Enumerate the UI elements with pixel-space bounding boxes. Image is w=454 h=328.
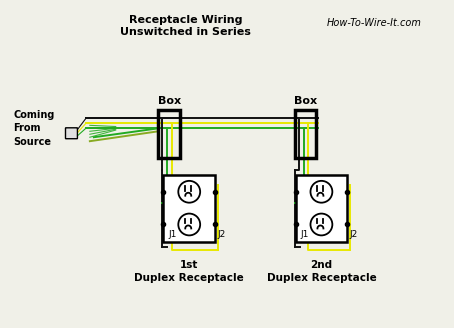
Bar [295, 111, 316, 158]
FancyBboxPatch shape [65, 128, 78, 139]
Circle shape [178, 181, 200, 203]
Text: Receptacle Wiring: Receptacle Wiring [128, 15, 242, 25]
Circle shape [311, 181, 332, 203]
Text: Coming
From
Source: Coming From Source [13, 110, 54, 147]
Text: 1st
Duplex Receptacle: 1st Duplex Receptacle [134, 260, 244, 283]
Bar [163, 175, 215, 242]
Text: J2: J2 [217, 230, 225, 239]
Bar [158, 111, 180, 158]
Text: Box: Box [294, 96, 317, 107]
Text: J2: J2 [349, 230, 357, 239]
Text: 2nd
Duplex Receptacle: 2nd Duplex Receptacle [266, 260, 376, 283]
Circle shape [311, 214, 332, 236]
Text: J1: J1 [168, 230, 177, 239]
Bar [296, 175, 347, 242]
Text: Box: Box [158, 96, 181, 107]
Text: How-To-Wire-It.com: How-To-Wire-It.com [327, 18, 421, 28]
Text: J1: J1 [301, 230, 309, 239]
Text: Unswitched in Series: Unswitched in Series [120, 27, 251, 37]
Circle shape [178, 214, 200, 236]
